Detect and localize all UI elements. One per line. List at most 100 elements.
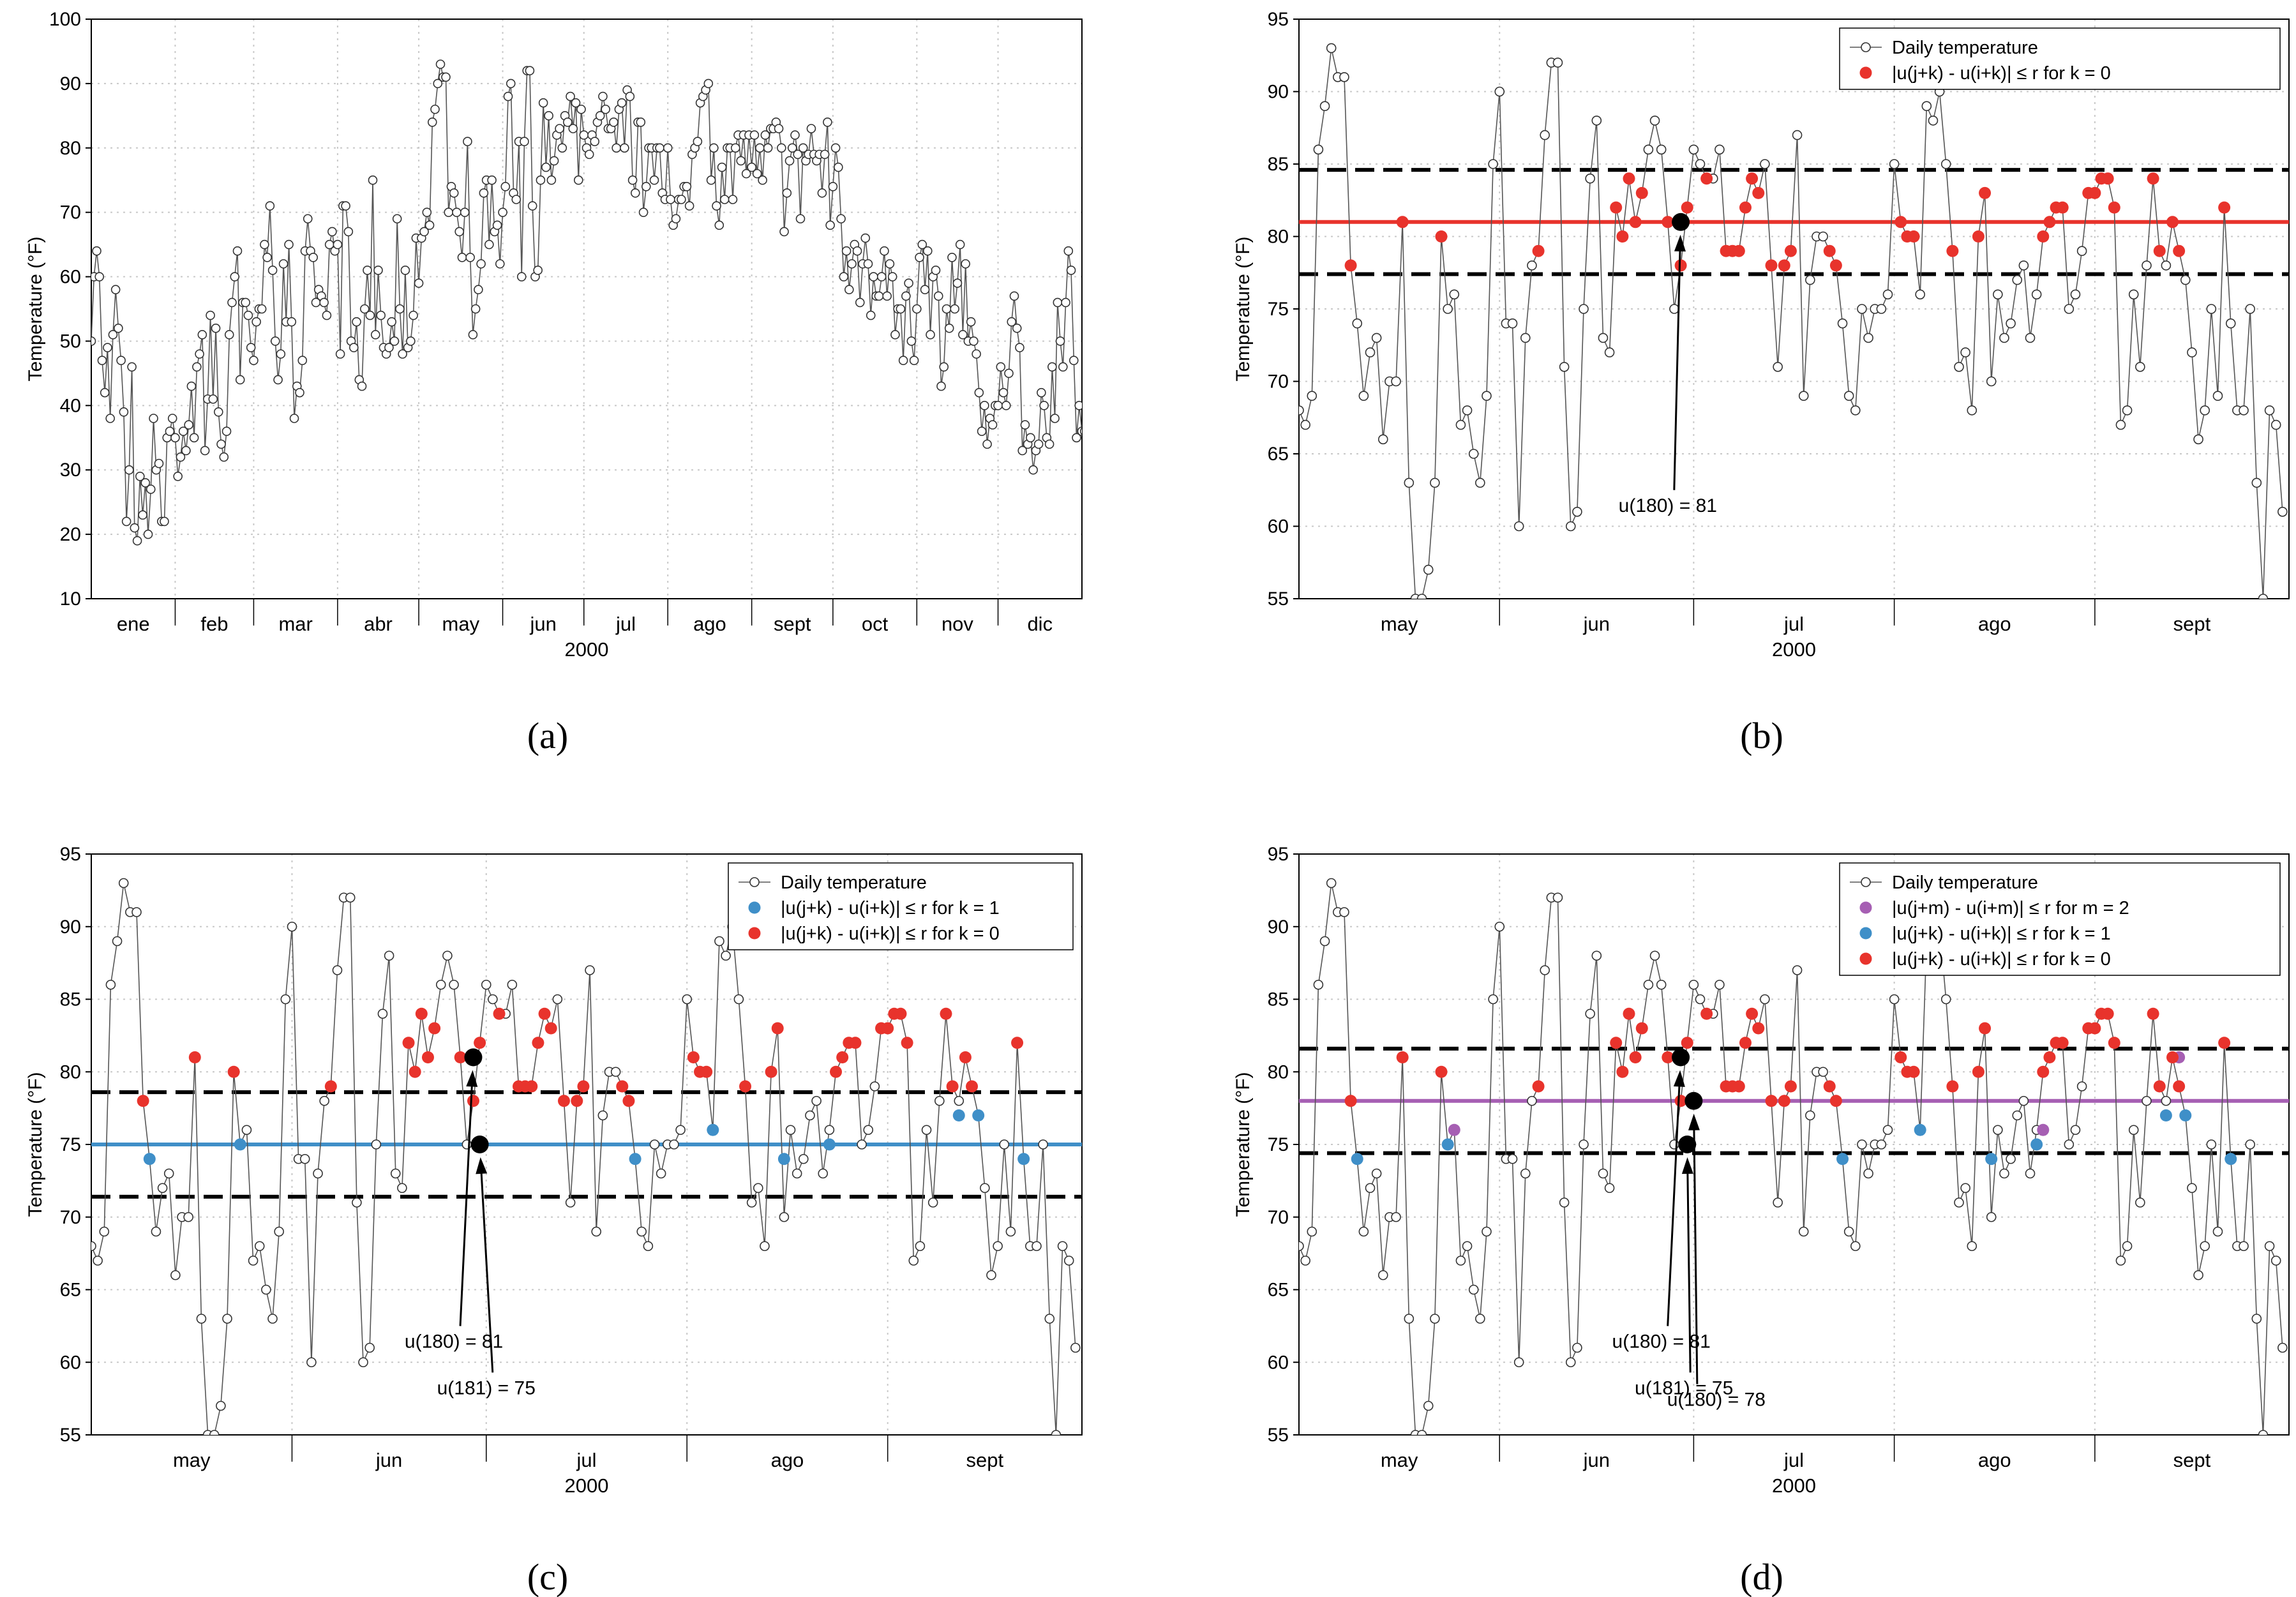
temperature-point: [1520, 333, 1531, 343]
match-point: [1623, 1007, 1635, 1020]
temperature-point: [1604, 1183, 1615, 1194]
temperature-point: [749, 130, 760, 140]
temperature-point: [1940, 994, 1951, 1005]
temperature-point: [933, 291, 943, 301]
month-label: may: [173, 1449, 211, 1471]
y-tick-label: 90: [1268, 917, 1289, 938]
match-point: [1623, 172, 1635, 185]
month-label: jul: [1783, 1449, 1804, 1471]
temperature-point: [876, 272, 887, 281]
legend-marker: [1859, 66, 1872, 79]
temperature-point: [931, 266, 941, 275]
temperature-point: [917, 239, 927, 250]
temperature-point: [313, 1168, 323, 1179]
match-point: [1662, 1051, 1674, 1063]
temperature-point: [1044, 439, 1054, 449]
temperature-point: [2212, 391, 2223, 401]
temperature-point: [409, 310, 418, 320]
temperature-point: [2264, 405, 2275, 416]
temperature-point: [1475, 477, 1485, 488]
match-point: [2147, 1007, 2159, 1020]
temperature-point: [2031, 289, 2042, 300]
temperature-point: [332, 965, 343, 975]
temperature-point: [100, 387, 110, 398]
temperature-point: [1714, 144, 1725, 155]
legend-marker: [749, 877, 760, 887]
match-point: [2037, 1123, 2050, 1136]
temperature-point: [793, 149, 803, 160]
temperature-point: [273, 375, 283, 385]
match-point: [1700, 1007, 1713, 1020]
match-point: [1532, 1080, 1545, 1093]
temperature-point: [406, 336, 416, 346]
temperature-point: [1377, 434, 1388, 445]
temperature-point: [1960, 1183, 1970, 1194]
legend-marker: [1859, 927, 1872, 940]
temperature-point: [912, 304, 922, 314]
temperature-point: [817, 188, 827, 198]
y-axis-label: Temperature (°F): [25, 236, 46, 381]
temperature-point: [119, 407, 129, 417]
temperature-point: [921, 1125, 932, 1136]
annotation-label: u(180) = 81: [1612, 1331, 1711, 1353]
temperature-point: [1572, 506, 1582, 517]
temperature-point: [598, 91, 608, 101]
match-point: [1732, 1080, 1745, 1093]
temperature-point: [192, 362, 202, 372]
annotation-arrow: [1686, 1167, 1692, 1373]
temperature-point: [2122, 405, 2133, 416]
template-point: [1684, 1091, 1703, 1110]
legend-marker: [1859, 952, 1872, 965]
temperature-point: [2128, 289, 2139, 300]
temperature-point: [91, 1241, 96, 1252]
temperature-point: [977, 426, 987, 436]
legend-marker: [1861, 42, 1871, 52]
month-label: ago: [1978, 613, 2011, 635]
month-label: jun: [529, 613, 556, 635]
legend-label: Daily temperature: [1892, 38, 2038, 58]
temperature-point: [669, 1139, 679, 1150]
temperature-point: [2012, 1110, 2023, 1121]
match-point: [2166, 216, 2179, 229]
temperature-point: [419, 227, 429, 237]
temperature-point: [908, 1256, 919, 1266]
temperature-point: [839, 272, 849, 281]
match-point: [707, 1123, 719, 1136]
temperature-point: [2025, 333, 2036, 343]
temperature-point: [433, 79, 443, 89]
temperature-point: [1649, 950, 1660, 961]
temperature-point: [1365, 347, 1376, 357]
temperature-point: [1001, 401, 1011, 410]
temperature-point: [1416, 594, 1427, 599]
temperature-point: [441, 72, 451, 82]
month-label: jun: [1583, 1449, 1610, 1471]
temperature-point: [359, 304, 370, 314]
temperature-point: [427, 117, 437, 127]
temperature-point: [319, 1095, 329, 1106]
temperature-point: [830, 143, 841, 153]
temperature-point: [585, 965, 595, 975]
temperature-point: [1572, 1342, 1582, 1353]
temperature-point: [1404, 1314, 1414, 1324]
temperature-point: [1527, 1095, 1537, 1106]
temperature-point: [552, 994, 563, 1005]
temperature-point: [1805, 274, 1815, 285]
temperature-point: [1559, 361, 1570, 372]
temperature-point: [2064, 304, 2075, 314]
match-point: [946, 1080, 959, 1093]
temperature-point: [915, 1241, 926, 1252]
match-point: [532, 1037, 544, 1049]
match-point: [882, 1022, 894, 1035]
panel-b: 55 60 65 70 75 80 85 90 95 may jun jul ago sept 2000 Te…: [1233, 9, 2290, 756]
temperature-point: [730, 143, 740, 153]
match-point: [1979, 1022, 1992, 1035]
match-point: [1784, 1080, 1797, 1093]
y-tick-label: 20: [60, 524, 81, 545]
month-label: ago: [1978, 1449, 2011, 1471]
temperature-point: [656, 1168, 666, 1179]
temperature-point: [885, 259, 895, 269]
temperature-point: [966, 317, 976, 327]
temperature-point: [1319, 936, 1330, 947]
temperature-point: [373, 266, 383, 275]
temperature-point: [392, 214, 402, 224]
